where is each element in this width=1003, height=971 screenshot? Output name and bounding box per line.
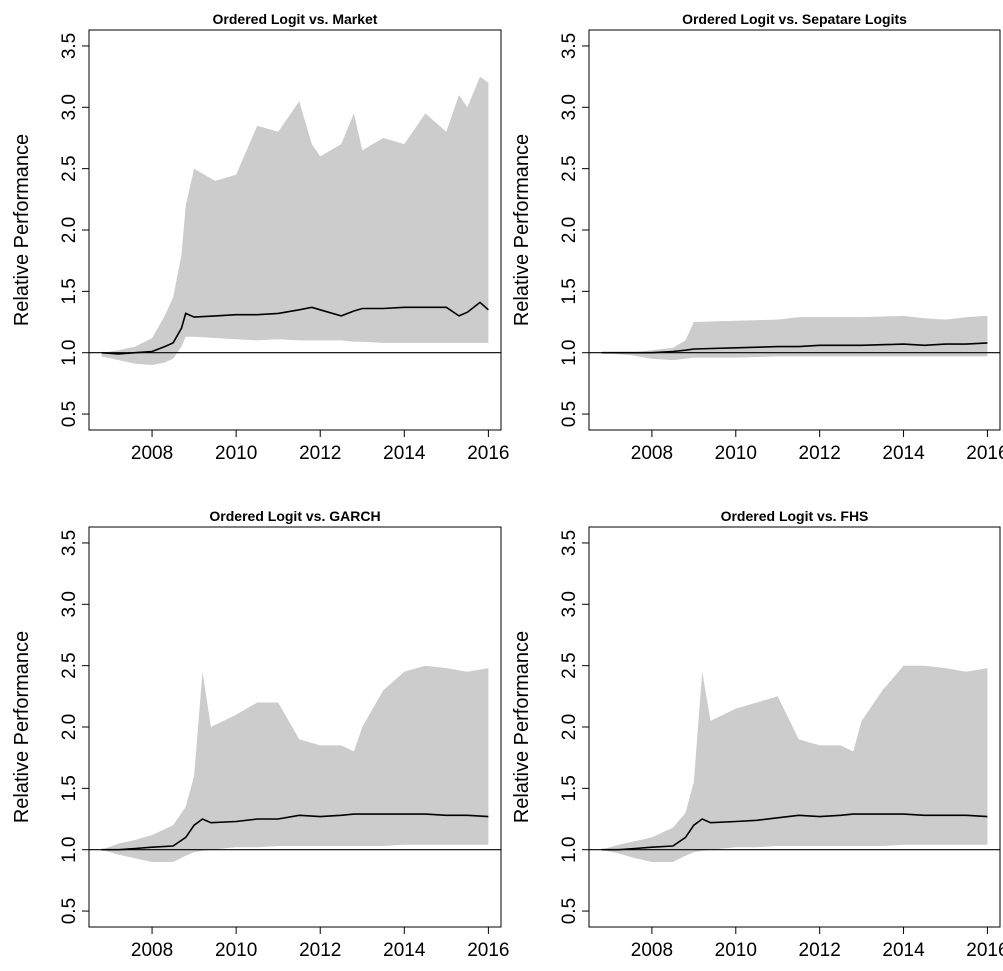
x-tick-label: 2016 <box>467 443 509 464</box>
panel-title: Ordered Logit vs. GARCH <box>209 508 380 524</box>
y-tick-label: 1.5 <box>559 278 580 304</box>
panel-title: Ordered Logit vs. Market <box>213 11 378 27</box>
x-tick-label: 2016 <box>966 940 1003 961</box>
y-tick-label: 1.5 <box>559 775 580 801</box>
x-tick-label: 2012 <box>299 940 341 961</box>
chart-panel: Ordered Logit vs. GARCH 2008 2010 2012 2014 2… <box>11 508 510 961</box>
x-tick-label: 2012 <box>799 443 841 464</box>
x-tick-label: 2008 <box>131 940 173 961</box>
y-tick-label: 1.5 <box>59 278 80 304</box>
y-tick-label: 3.5 <box>559 530 580 556</box>
y-tick-label: 3.0 <box>559 94 580 120</box>
y-tick-label: 2.0 <box>59 217 80 243</box>
x-tick-label: 2014 <box>383 443 426 464</box>
y-tick-label: 1.0 <box>559 339 580 365</box>
y-tick-label: 3.0 <box>559 591 580 617</box>
x-tick-label: 2008 <box>631 443 673 464</box>
y-axis-title: Relative Performance <box>11 631 33 823</box>
y-tick-label: 2.0 <box>559 217 580 243</box>
panel-title: Ordered Logit vs. Sepatare Logits <box>682 11 907 27</box>
x-tick-label: 2012 <box>299 443 341 464</box>
confidence-band <box>101 665 489 862</box>
y-tick-label: 2.5 <box>59 652 80 678</box>
chart-panel: Ordered Logit vs. Market 2008 2010 2012 2014… <box>11 11 510 464</box>
plot-frame <box>588 29 1001 431</box>
x-tick-label: 2014 <box>882 940 925 961</box>
y-tick-label: 1.0 <box>59 339 80 365</box>
series-line <box>601 342 988 354</box>
chart-panel: Ordered Logit vs. FHS 2008 2010 2012 2014 201… <box>511 508 1003 961</box>
x-tick-label: 2014 <box>383 940 426 961</box>
x-tick-label: 2010 <box>715 443 757 464</box>
y-tick-label: 1.0 <box>559 836 580 862</box>
y-tick-label: 0.5 <box>559 401 580 427</box>
y-tick-label: 3.5 <box>559 33 580 59</box>
y-tick-label: 1.0 <box>59 836 80 862</box>
panel-title: Ordered Logit vs. FHS <box>721 508 869 524</box>
y-tick-label: 1.5 <box>59 775 80 801</box>
y-tick-label: 3.5 <box>59 33 80 59</box>
chart-panel: Ordered Logit vs. Sepatare Logits 2008 201… <box>511 11 1003 464</box>
confidence-band <box>101 76 489 365</box>
x-tick-label: 2012 <box>799 940 841 961</box>
y-tick-label: 2.0 <box>559 714 580 740</box>
x-tick-label: 2014 <box>882 443 925 464</box>
y-tick-label: 0.5 <box>59 401 80 427</box>
x-tick-label: 2010 <box>215 443 257 464</box>
y-tick-label: 2.5 <box>59 155 80 181</box>
series-line <box>101 813 489 851</box>
y-tick-label: 3.5 <box>59 530 80 556</box>
confidence-band <box>601 315 988 361</box>
series-line <box>601 813 988 851</box>
y-axis-title: Relative Performance <box>11 134 33 326</box>
x-tick-label: 2008 <box>631 940 673 961</box>
confidence-band <box>601 665 988 862</box>
y-tick-label: 0.5 <box>559 898 580 924</box>
y-tick-label: 3.0 <box>59 94 80 120</box>
series-line <box>101 301 489 355</box>
x-tick-label: 2010 <box>715 940 757 961</box>
y-axis-title: Relative Performance <box>511 631 533 823</box>
x-tick-label: 2010 <box>215 940 257 961</box>
y-tick-label: 0.5 <box>59 898 80 924</box>
y-tick-label: 2.0 <box>59 714 80 740</box>
x-tick-label: 2016 <box>467 940 509 961</box>
x-tick-label: 2008 <box>131 443 173 464</box>
y-tick-label: 2.5 <box>559 155 580 181</box>
y-axis-title: Relative Performance <box>511 134 533 326</box>
y-tick-label: 2.5 <box>559 652 580 678</box>
y-tick-label: 3.0 <box>59 591 80 617</box>
x-tick-label: 2016 <box>966 443 1003 464</box>
